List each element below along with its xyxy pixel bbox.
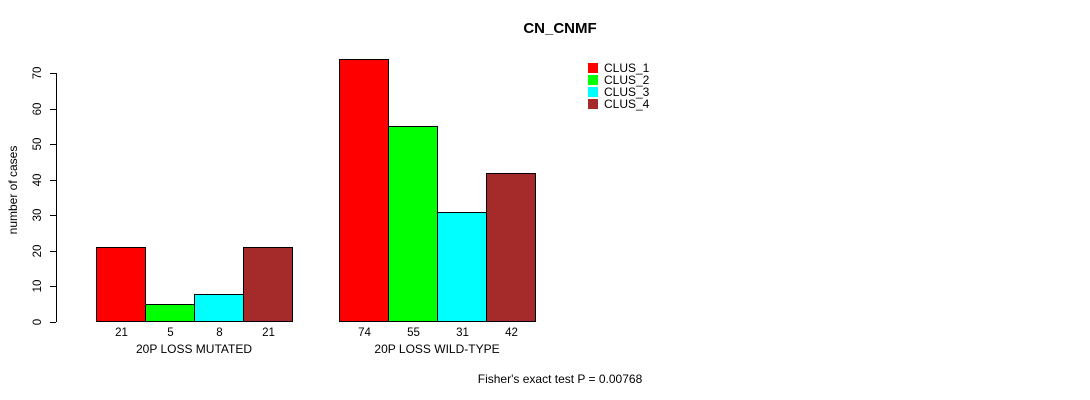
bar-value-label-clus-4-20p-loss-mutated: 21 xyxy=(262,327,275,339)
legend-item-label: CLUS_3 xyxy=(604,85,650,99)
chart-title: CN_CNMF xyxy=(523,20,597,37)
y-tick-mark-60 xyxy=(50,109,56,110)
y-axis-line xyxy=(56,73,57,322)
bar-value-label-clus-3-20p-loss-wild-type: 31 xyxy=(456,327,469,339)
bar-value-label-clus-4-20p-loss-wild-type: 42 xyxy=(505,327,518,339)
legend-item-clus-1: CLUS_1 xyxy=(588,62,649,74)
legend-item-clus-4: CLUS_4 xyxy=(588,98,649,110)
y-tick-mark-20 xyxy=(50,251,56,252)
y-tick-label-20: 20 xyxy=(32,244,44,258)
bar-clus-4-20p-loss-mutated xyxy=(243,247,293,322)
legend-item-clus-3: CLUS_3 xyxy=(588,86,649,98)
y-tick-mark-40 xyxy=(50,180,56,181)
y-tick-label-60: 60 xyxy=(32,102,44,116)
y-tick-mark-10 xyxy=(50,286,56,287)
bar-clus-3-20p-loss-mutated xyxy=(194,294,244,322)
y-tick-label-0: 0 xyxy=(32,318,44,326)
bar-value-label-clus-2-20p-loss-wild-type: 55 xyxy=(407,327,420,339)
legend: CLUS_1 CLUS_2 CLUS_3 CLUS_4 xyxy=(588,62,649,110)
y-axis-label: number of cases xyxy=(6,145,20,235)
y-tick-mark-70 xyxy=(50,73,56,74)
fisher-test-annotation: Fisher's exact test P = 0.00768 xyxy=(477,372,643,386)
bar-clus-2-20p-loss-mutated xyxy=(145,304,195,322)
legend-color-swatch-clus-1 xyxy=(588,63,598,73)
y-tick-mark-0 xyxy=(50,322,56,323)
y-tick-mark-30 xyxy=(50,215,56,216)
bar-clus-1-20p-loss-mutated xyxy=(96,247,146,322)
group-label-20p-loss-wild-type: 20P LOSS WILD-TYPE xyxy=(374,342,500,356)
y-tick-mark-50 xyxy=(50,144,56,145)
group-label-20p-loss-mutated: 20P LOSS MUTATED xyxy=(135,342,253,356)
bar-clus-1-20p-loss-wild-type xyxy=(339,59,389,322)
legend-item-label: CLUS_2 xyxy=(604,73,650,87)
legend-color-swatch-clus-4 xyxy=(588,99,598,109)
legend-item-clus-2: CLUS_2 xyxy=(588,74,649,86)
y-tick-label-30: 30 xyxy=(32,208,44,222)
legend-color-swatch-clus-3 xyxy=(588,87,598,97)
y-tick-label-70: 70 xyxy=(32,66,44,80)
y-tick-label-10: 10 xyxy=(32,279,44,293)
bar-value-label-clus-3-20p-loss-mutated: 8 xyxy=(216,327,223,339)
y-tick-label-50: 50 xyxy=(32,137,44,151)
bar-clus-4-20p-loss-wild-type xyxy=(486,173,536,322)
bar-value-label-clus-1-20p-loss-wild-type: 74 xyxy=(358,327,371,339)
legend-item-label: CLUS_1 xyxy=(604,61,650,75)
bar-clus-3-20p-loss-wild-type xyxy=(437,212,487,322)
bar-value-label-clus-1-20p-loss-mutated: 21 xyxy=(115,327,128,339)
legend-color-swatch-clus-2 xyxy=(588,75,598,85)
bar-clus-2-20p-loss-wild-type xyxy=(388,126,438,322)
bar-value-label-clus-2-20p-loss-mutated: 5 xyxy=(167,327,174,339)
legend-item-label: CLUS_4 xyxy=(604,97,650,111)
y-tick-label-40: 40 xyxy=(32,173,44,187)
